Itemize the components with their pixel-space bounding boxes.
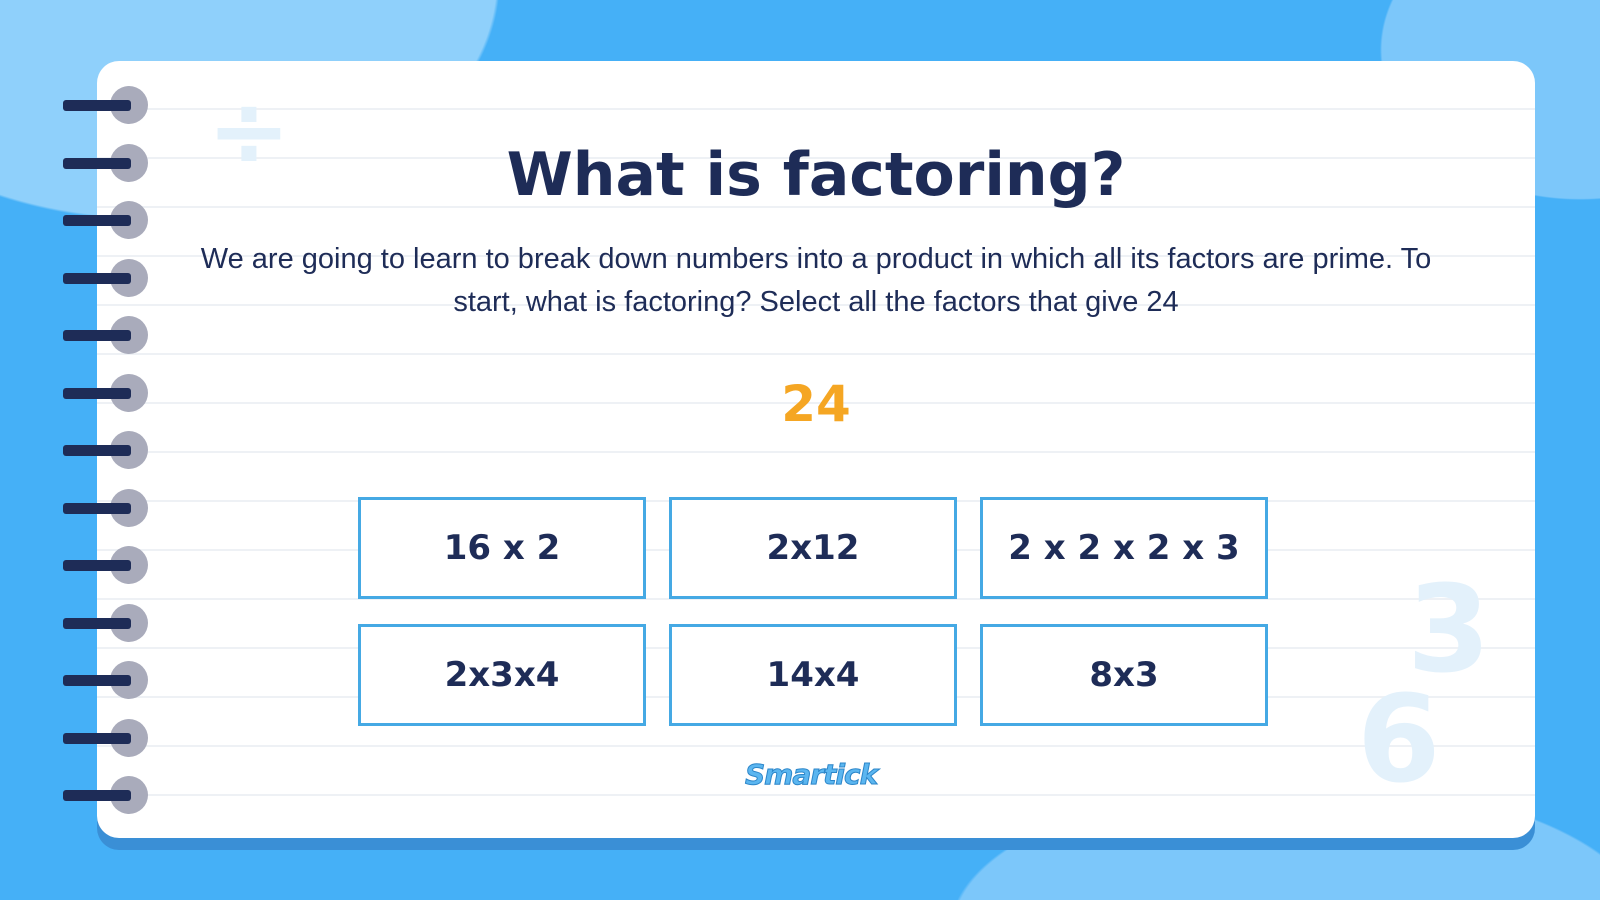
option-button[interactable]: 16 x 2 (358, 497, 646, 599)
notebook-card: ÷ 3 6 (97, 61, 1535, 838)
binding-wire (63, 675, 131, 686)
target-number: 24 (781, 375, 851, 433)
binding-wire (63, 732, 131, 744)
smartick-logo: Smartick (744, 758, 878, 792)
binding-wire (63, 502, 131, 514)
binding-wire (63, 157, 131, 169)
option-button[interactable]: 14x4 (669, 624, 957, 726)
page-title: What is factoring? (506, 140, 1126, 210)
binding-wire (63, 330, 131, 341)
binding-wire (63, 790, 131, 801)
option-button[interactable]: 2x3x4 (358, 624, 646, 726)
option-button[interactable]: 8x3 (980, 624, 1268, 726)
binding-wire (63, 100, 131, 111)
instruction-text: We are going to learn to break down numb… (200, 243, 1432, 318)
option-button[interactable]: 2 x 2 x 2 x 3 (980, 497, 1268, 599)
binding-wire (63, 617, 131, 629)
digit-6-decoration: 6 (1357, 671, 1441, 810)
binding-wire (63, 272, 131, 284)
binding-wire (63, 215, 131, 226)
option-button[interactable]: 2x12 (669, 497, 957, 599)
digit-3-decoration: 3 (1407, 561, 1491, 700)
binding-wire (63, 387, 131, 399)
binding-wire (63, 560, 131, 571)
binding-wire (63, 445, 131, 456)
divide-icon: ÷ (207, 72, 291, 189)
